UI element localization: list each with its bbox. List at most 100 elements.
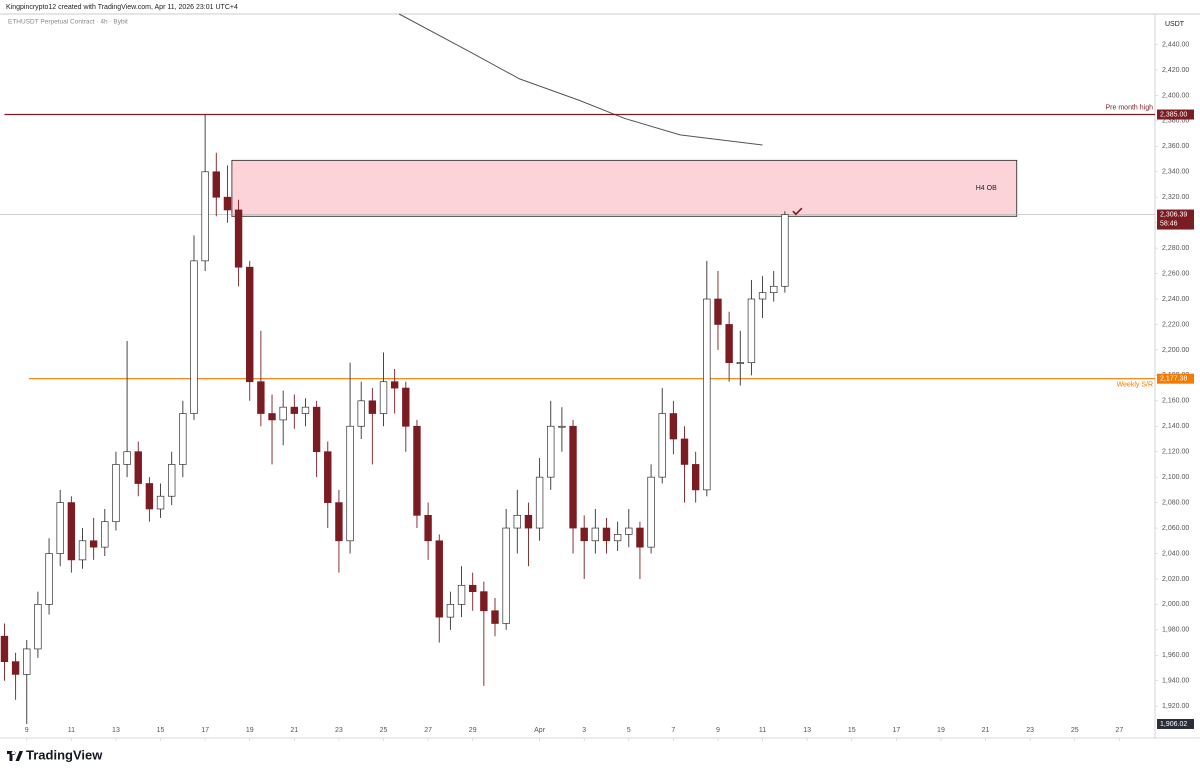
x-tick-label: 15 [157, 727, 165, 734]
y-tick-label: 2,380.00 [1162, 118, 1189, 125]
candle-body [402, 387, 410, 427]
candle [290, 394, 299, 429]
candle [23, 640, 31, 724]
candle [636, 521, 644, 579]
candle [379, 352, 388, 427]
candle [123, 341, 131, 478]
candle-body [11, 661, 20, 675]
y-tick-label: 2,140.00 [1162, 423, 1189, 430]
candle [524, 502, 533, 567]
price-label-box [1157, 209, 1194, 230]
candle-body [625, 527, 633, 535]
moving-average [398, 13, 763, 146]
candle-body [703, 298, 711, 491]
x-tick-label: 21 [290, 727, 298, 734]
candle [190, 235, 198, 420]
x-tick-label: 19 [937, 727, 945, 734]
candle [390, 369, 399, 414]
x-tick-label: 13 [112, 727, 120, 734]
candle-body [0, 635, 9, 663]
candle [56, 489, 64, 567]
x-tick-label: 7 [671, 727, 675, 734]
price-label: 2,385.00 [1160, 111, 1187, 118]
candle [179, 400, 187, 478]
y-tick-label: 2,320.00 [1162, 194, 1189, 201]
candle-body [246, 266, 254, 383]
x-tick-label: 17 [201, 727, 209, 734]
y-tick-label: 2,400.00 [1162, 92, 1189, 99]
low-label-box [1157, 718, 1194, 729]
candle [491, 598, 499, 637]
candle [558, 407, 566, 452]
candle-body [725, 324, 733, 363]
header-title: Kingpincrypto12 created with TradingView… [6, 4, 238, 11]
y-tick-label: 1,940.00 [1162, 678, 1189, 685]
candle [112, 451, 120, 531]
candle-body [45, 553, 53, 605]
candle [134, 441, 142, 497]
candle [424, 502, 432, 560]
x-tick-label: 19 [246, 727, 254, 734]
y-tick-label: 1,980.00 [1162, 627, 1189, 634]
y-tick-label: 2,080.00 [1162, 499, 1189, 506]
candle-body [535, 476, 544, 529]
x-tick-label: 15 [848, 727, 856, 734]
candle [480, 581, 488, 686]
candle-body [781, 214, 789, 287]
candle [547, 400, 555, 490]
candle [167, 451, 176, 506]
candle-body [457, 584, 466, 605]
candle-body [324, 451, 332, 503]
candle-body [680, 438, 689, 465]
candle [234, 199, 243, 287]
candle-body [558, 425, 566, 428]
x-tick-label: 25 [380, 727, 388, 734]
logo: TradingView [7, 747, 103, 762]
candle [613, 521, 622, 551]
x-tick-label: 17 [892, 727, 900, 734]
x-tick-label: 11 [759, 727, 766, 734]
candle-body [301, 406, 310, 414]
candle [747, 279, 756, 376]
order-block-zone [231, 159, 1018, 217]
candle [212, 152, 220, 217]
candle-body [547, 425, 555, 478]
candle-body [636, 527, 644, 548]
y-tick-label: 2,160.00 [1162, 398, 1189, 405]
candle-body [580, 527, 588, 542]
x-tick-label: 5 [627, 727, 631, 734]
candle-body [179, 413, 187, 465]
candle-body [424, 514, 432, 542]
candle [736, 330, 744, 386]
candle [101, 508, 109, 557]
candle-body [78, 540, 87, 561]
x-tick-label: 13 [803, 727, 811, 734]
candle-body [613, 534, 622, 542]
candle-body [469, 584, 477, 593]
x-tick-label: 27 [424, 727, 432, 734]
candle-body [112, 464, 120, 523]
candle [78, 528, 87, 569]
candle [669, 400, 678, 455]
candle [346, 362, 354, 554]
brand: TradingView [26, 747, 103, 762]
candle-body [513, 514, 521, 529]
candle [45, 538, 53, 615]
x-tick-label: 3 [582, 727, 586, 734]
candle-body [770, 285, 778, 294]
y-tick-label: 2,120.00 [1162, 449, 1189, 456]
candle-body [379, 381, 388, 414]
candle-body [89, 540, 98, 548]
candle [324, 441, 332, 529]
candle-body [602, 527, 611, 542]
candle-body [34, 604, 42, 650]
candle-body [435, 540, 443, 618]
candle-body [312, 406, 321, 453]
y-tick-label: 2,200.00 [1162, 347, 1189, 354]
candle [11, 652, 20, 700]
candle-body [23, 648, 31, 675]
candle-body [190, 260, 198, 414]
candle-body [747, 298, 756, 363]
